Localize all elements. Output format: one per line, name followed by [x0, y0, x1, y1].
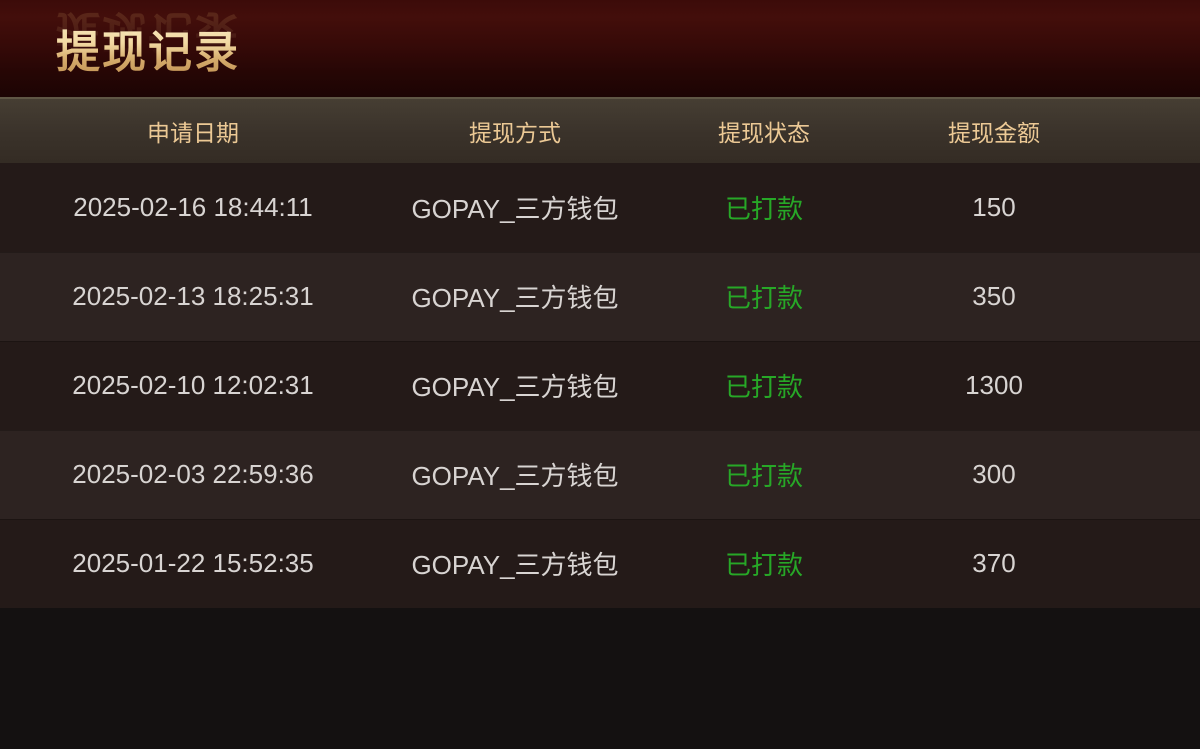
column-header-apply-date: 申请日期 [147, 120, 239, 146]
amount-cell: 150 [972, 192, 1016, 222]
method-cell: GOPAY_三方钱包 [411, 550, 619, 580]
table-body: 2025-02-16 18:44:11 GOPAY_三方钱包 已打款 150 2… [0, 163, 1200, 608]
table-row: 2025-02-16 18:44:11 GOPAY_三方钱包 已打款 150 [0, 163, 1200, 252]
status-cell: 已打款 [724, 372, 803, 402]
page-title: 提现记录 [56, 16, 240, 80]
amount-cell: 370 [972, 548, 1016, 578]
amount-cell: 350 [972, 281, 1016, 311]
bottom-filler [0, 608, 1200, 749]
table-row: 2025-01-22 15:52:35 GOPAY_三方钱包 已打款 370 [0, 519, 1200, 608]
amount-cell: 300 [972, 459, 1016, 489]
status-cell: 已打款 [724, 283, 803, 313]
page-title-reflection: 提现记录 [56, 4, 240, 68]
method-cell: GOPAY_三方钱包 [411, 283, 619, 313]
apply-date-cell: 2025-02-10 12:02:31 [72, 370, 314, 400]
status-cell: 已打款 [724, 194, 803, 224]
table-row: 2025-02-13 18:25:31 GOPAY_三方钱包 已打款 350 [0, 252, 1200, 341]
method-cell: GOPAY_三方钱包 [411, 461, 619, 491]
apply-date-cell: 2025-02-03 22:59:36 [72, 459, 314, 489]
status-cell: 已打款 [724, 461, 803, 491]
amount-cell: 1300 [965, 370, 1023, 400]
table-header-row: 申请日期 提现方式 提现状态 提现金额 [0, 97, 1200, 163]
status-cell: 已打款 [724, 550, 803, 580]
apply-date-cell: 2025-02-16 18:44:11 [73, 192, 313, 222]
method-cell: GOPAY_三方钱包 [411, 372, 619, 402]
method-cell: GOPAY_三方钱包 [411, 194, 619, 224]
apply-date-cell: 2025-01-22 15:52:35 [72, 548, 314, 578]
title-banner: 提现记录 提现记录 [0, 0, 1200, 97]
column-header-withdraw-status: 提现状态 [718, 120, 810, 146]
table-row: 2025-02-10 12:02:31 GOPAY_三方钱包 已打款 1300 [0, 341, 1200, 430]
apply-date-cell: 2025-02-13 18:25:31 [72, 281, 314, 311]
column-header-withdraw-amount: 提现金额 [948, 120, 1040, 146]
column-header-withdraw-method: 提现方式 [469, 120, 561, 146]
table-row: 2025-02-03 22:59:36 GOPAY_三方钱包 已打款 300 [0, 430, 1200, 519]
